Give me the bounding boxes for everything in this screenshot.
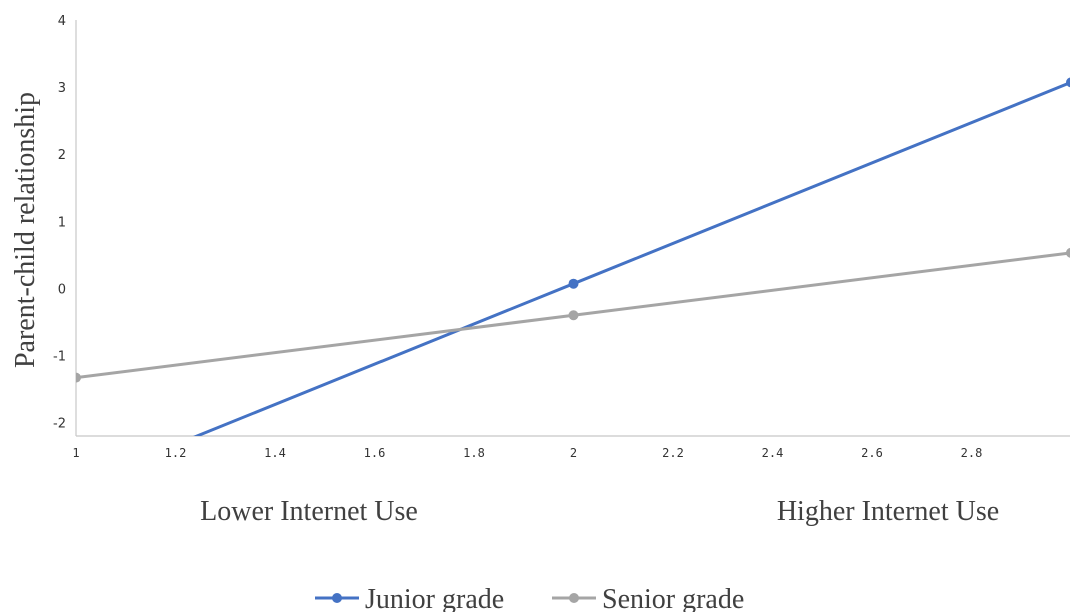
x-tick-label: 1.8 — [463, 446, 485, 460]
legend-label: Junior grade — [365, 584, 504, 612]
legend-swatch-marker — [332, 593, 342, 603]
legend: Junior grade Senior grade — [315, 584, 744, 612]
legend-swatch-marker — [569, 593, 579, 603]
y-axis-title: Parent-child relationship — [10, 92, 41, 368]
y-tick-label: 4 — [58, 14, 66, 29]
x-tick-label: 2 — [570, 446, 577, 460]
legend-item-1: Junior grade — [315, 584, 504, 612]
x-tick-label: 1.6 — [364, 446, 386, 460]
series-1-point — [71, 480, 81, 490]
x-tick-label: 2.4 — [762, 446, 784, 460]
x-tick-label: 2.6 — [861, 446, 883, 460]
y-tick-label: 3 — [58, 81, 66, 96]
series-2-point — [1066, 247, 1070, 258]
higher-internet-use-label: Higher Internet Use — [777, 496, 999, 527]
y-tick-label: -1 — [53, 349, 66, 364]
x-tick-label: 1 — [72, 446, 79, 460]
y-tick-label: 2 — [58, 148, 66, 163]
y-tick-label: 0 — [58, 282, 66, 297]
x-tick-label: 1.2 — [165, 446, 187, 460]
lower-internet-use-label: Lower Internet Use — [200, 496, 418, 527]
series-1-point — [1066, 77, 1070, 88]
legend-label: Senior grade — [602, 584, 744, 612]
x-tick-label: 1.4 — [264, 446, 286, 460]
series-2-point — [568, 310, 579, 321]
legend-item-2: Senior grade — [552, 584, 744, 612]
y-tick-label: -2 — [53, 417, 66, 432]
x-tick-labels: 1 1.2 1.4 1.6 1.8 2 2.2 2.4 2.6 2.8 — [72, 446, 982, 460]
series-2-point — [76, 372, 81, 383]
y-tick-labels: -2 -1 0 1 2 3 4 — [53, 14, 66, 432]
x-tick-label: 2.2 — [662, 446, 684, 460]
series-layer — [71, 77, 1070, 490]
x-tick-label: 2.8 — [961, 446, 983, 460]
y-tick-label: 1 — [58, 215, 66, 230]
series-1-point — [568, 278, 579, 289]
